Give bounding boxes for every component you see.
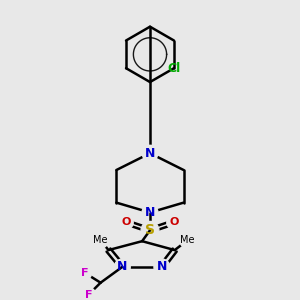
Text: Me: Me — [93, 235, 108, 245]
Circle shape — [82, 288, 96, 300]
Text: O: O — [122, 218, 131, 227]
Text: F: F — [81, 268, 88, 278]
Circle shape — [114, 259, 130, 275]
Circle shape — [119, 215, 133, 229]
Circle shape — [180, 232, 196, 248]
Circle shape — [154, 259, 170, 275]
Text: N: N — [145, 147, 155, 160]
Text: N: N — [145, 206, 155, 219]
Circle shape — [142, 205, 158, 220]
Text: O: O — [169, 218, 178, 227]
Circle shape — [141, 221, 159, 239]
Text: Me: Me — [180, 235, 195, 245]
Text: N: N — [117, 260, 128, 273]
Text: S: S — [145, 223, 155, 237]
Text: F: F — [85, 290, 92, 300]
Circle shape — [78, 266, 92, 280]
Circle shape — [167, 215, 181, 229]
Circle shape — [93, 232, 109, 248]
Text: Cl: Cl — [167, 62, 181, 75]
Circle shape — [142, 145, 158, 161]
Text: N: N — [157, 260, 167, 273]
